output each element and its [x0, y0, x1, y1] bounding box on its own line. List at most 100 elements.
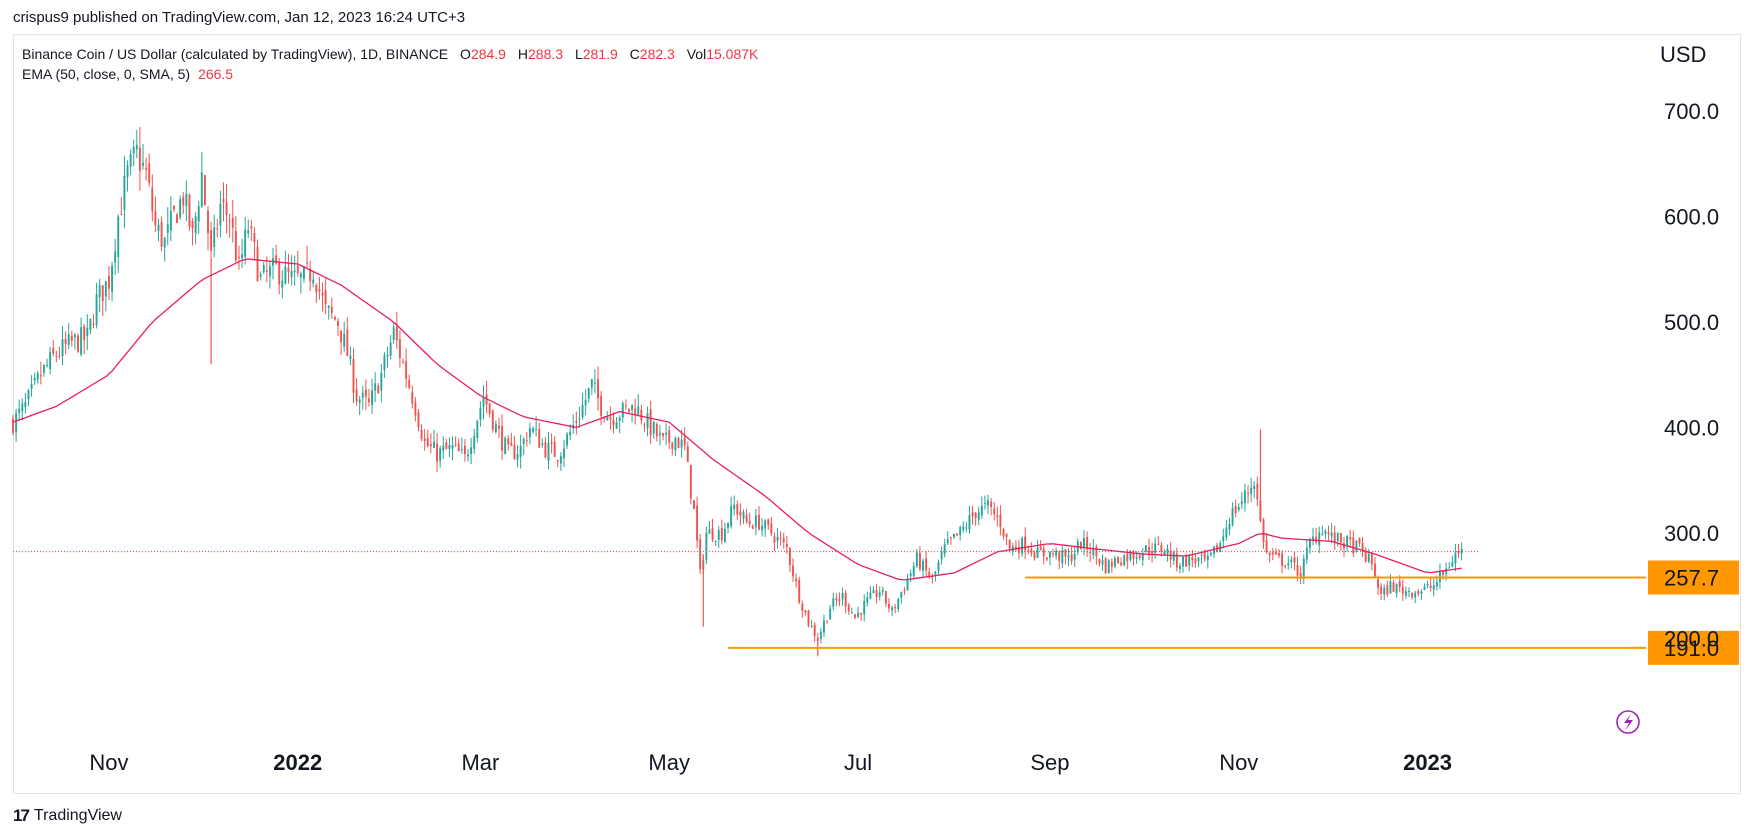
candle-body — [482, 397, 485, 407]
candle-body — [953, 533, 955, 538]
candle-body — [615, 422, 618, 429]
candle-body — [1098, 559, 1101, 564]
candle-body — [1312, 536, 1315, 541]
candle-body — [1308, 540, 1311, 548]
candle-body — [352, 359, 355, 393]
candle-body — [860, 613, 863, 615]
candle-body — [1358, 538, 1361, 544]
candle-body — [956, 533, 959, 536]
candle-body — [1200, 554, 1203, 556]
candle-body — [1386, 585, 1389, 595]
candle-body — [411, 391, 414, 404]
candle-body — [878, 592, 881, 597]
candle-body — [145, 167, 148, 170]
x-axis: Nov 2022 Mar May Jul Sep Nov 2023 — [89, 750, 1452, 775]
candle-body — [98, 285, 101, 298]
candle-body — [219, 203, 222, 226]
candle-body — [1172, 552, 1175, 561]
candle-body — [1141, 553, 1144, 560]
candle-body — [875, 590, 878, 597]
candle-body — [132, 146, 135, 154]
candle-body — [733, 504, 736, 510]
candle-body — [1302, 558, 1305, 579]
candle-body — [1435, 582, 1438, 587]
candle-body — [1222, 536, 1225, 542]
candle-body — [1361, 543, 1364, 551]
candle-body — [1064, 549, 1067, 557]
candle-body — [513, 444, 516, 459]
candle-body — [386, 354, 389, 357]
candle-body — [83, 326, 86, 340]
footer-brand[interactable]: 17 TradingView — [13, 806, 122, 826]
candle-body — [767, 519, 770, 525]
candle-body — [946, 539, 949, 544]
candle-body — [689, 465, 692, 499]
candle-body — [126, 165, 129, 177]
candle-body — [1373, 563, 1376, 578]
candle-body — [711, 528, 714, 541]
y-tick-label: 400.0 — [1664, 415, 1719, 440]
candle-body — [364, 389, 367, 397]
candle-body — [101, 285, 104, 302]
candle-body — [1284, 565, 1287, 567]
candle-body — [788, 548, 791, 565]
candle-body — [634, 408, 637, 416]
candle-body — [1398, 581, 1401, 587]
candle-body — [1318, 532, 1321, 545]
candle-body — [420, 429, 423, 439]
candle-body — [451, 444, 454, 449]
candle-body — [891, 607, 894, 611]
candle-body — [1296, 565, 1299, 576]
candle-body — [597, 379, 599, 399]
candle-body — [1055, 550, 1058, 556]
candle-body — [1024, 536, 1027, 551]
candle-body — [575, 421, 578, 423]
candle-body — [671, 442, 674, 450]
candle-body — [1175, 553, 1178, 568]
candle-body — [1346, 536, 1349, 547]
candle-body — [1349, 537, 1352, 540]
candle-body — [977, 512, 980, 520]
candle-body — [470, 447, 473, 455]
published-caption: crispus9 published on TradingView.com, J… — [13, 9, 466, 26]
candle-body — [1442, 571, 1445, 575]
candle-body — [12, 418, 14, 433]
candle-body — [1209, 552, 1212, 555]
candle-body — [1293, 557, 1296, 563]
candle-body — [349, 355, 352, 359]
candle-body — [677, 437, 680, 448]
candle-body — [281, 280, 284, 288]
candle-body — [578, 418, 581, 420]
candle-body — [457, 443, 460, 452]
candle-body — [222, 198, 225, 203]
candle-body — [609, 416, 612, 420]
candle-body — [296, 265, 299, 274]
candle-body — [309, 269, 312, 282]
candle-body — [67, 334, 70, 345]
candle-body — [460, 449, 463, 451]
candle-body — [1315, 536, 1318, 543]
candle-body — [467, 454, 469, 457]
candle-body — [1414, 592, 1417, 598]
candle-body — [705, 532, 708, 560]
candle-body — [343, 333, 346, 347]
candle-body — [1113, 557, 1116, 567]
candle-body — [832, 598, 835, 607]
chart-frame[interactable] — [13, 34, 1741, 794]
lightning-icon[interactable] — [1616, 710, 1640, 734]
candle-body — [247, 230, 250, 234]
candle-body — [869, 592, 872, 599]
candle-body — [1404, 591, 1407, 596]
candle-body — [730, 505, 733, 527]
candle-body — [1364, 550, 1367, 562]
candle-body — [581, 404, 584, 418]
candle-body — [1182, 556, 1184, 567]
candle-body — [1104, 558, 1107, 573]
candle-body — [306, 262, 309, 264]
candle-body — [872, 590, 875, 594]
candle-body — [39, 375, 42, 377]
candle-body — [46, 364, 49, 366]
candle-body — [454, 443, 457, 445]
candle-body — [241, 254, 244, 258]
